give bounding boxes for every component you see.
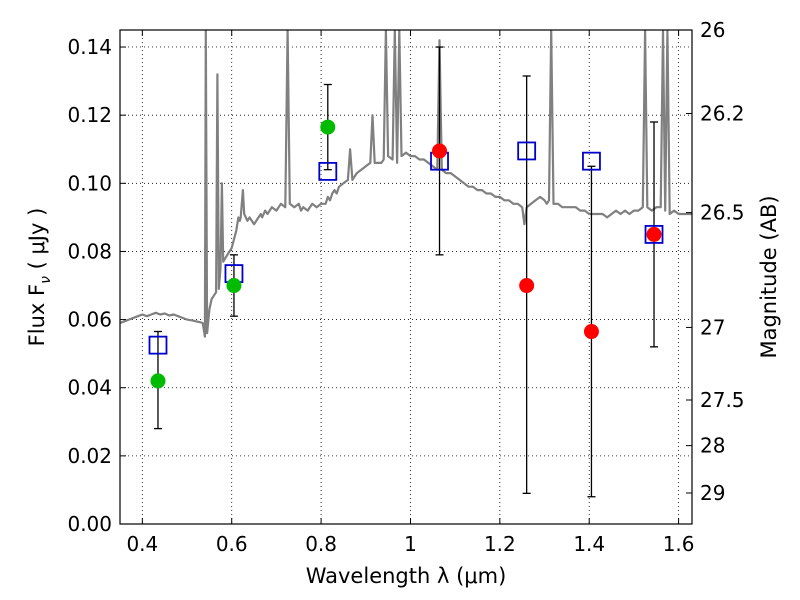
detected-point [226, 278, 242, 294]
y2-tick-label: 26.5 [700, 201, 745, 225]
model-point [517, 141, 537, 161]
measured-point [519, 278, 535, 294]
plot-frame [119, 29, 693, 525]
model-point [582, 151, 601, 171]
y-tick-label: 0.04 [67, 376, 112, 400]
y-tick-label: 0.00 [67, 512, 112, 536]
detected-point [150, 373, 166, 389]
y2-tick-label: 26.2 [700, 101, 745, 125]
y-tick-label: 0.08 [67, 239, 112, 263]
y-axis-label-main: Flux F [25, 284, 49, 346]
y-tick-label: 0.10 [67, 171, 112, 195]
model-point [644, 225, 664, 244]
x-tick-label: 1.2 [484, 532, 516, 556]
y2-tick-label: 28 [700, 434, 725, 458]
x-tick-label: 0.6 [216, 532, 248, 556]
y2-tick-label: 27.5 [700, 388, 745, 412]
y2-tick-label: 27 [700, 315, 725, 339]
spectrum-line [120, 30, 692, 338]
y-tick-label: 0.06 [67, 308, 112, 332]
model-point [318, 161, 338, 181]
x-tick-label: 1 [404, 532, 417, 556]
y-tick-label: 0.14 [67, 35, 112, 59]
y-axis-label-subscript: ν [38, 276, 54, 284]
y2-axis-label: Magnitude (AB) [757, 195, 781, 358]
plot-area [120, 30, 692, 498]
x-axis-label: Wavelength λ (μm) [306, 564, 507, 588]
y2-tick-label: 26 [700, 18, 725, 42]
x-tick-label: 1.4 [573, 532, 605, 556]
model-point [148, 335, 168, 355]
axis-ticks: 0.4 0.6 0.8 1 1.2 1.4 1.6 0.00 0.02 0.04 0.06 0.08 0… [67, 18, 744, 556]
measured-point [583, 324, 599, 340]
measured-point [646, 226, 662, 242]
y2-tick-label: 29 [700, 481, 725, 505]
x-tick-label: 1.6 [663, 532, 695, 556]
y-axis-label: Flux Fν ( μJy ) [25, 208, 54, 347]
y-axis-label-unit: ( μJy ) [25, 208, 49, 276]
x-tick-label: 0.8 [305, 532, 337, 556]
y-tick-label: 0.02 [67, 444, 112, 468]
detected-point [320, 119, 336, 135]
y-tick-label: 0.12 [67, 103, 112, 127]
measured-point [432, 143, 448, 159]
x-tick-label: 0.4 [126, 532, 158, 556]
